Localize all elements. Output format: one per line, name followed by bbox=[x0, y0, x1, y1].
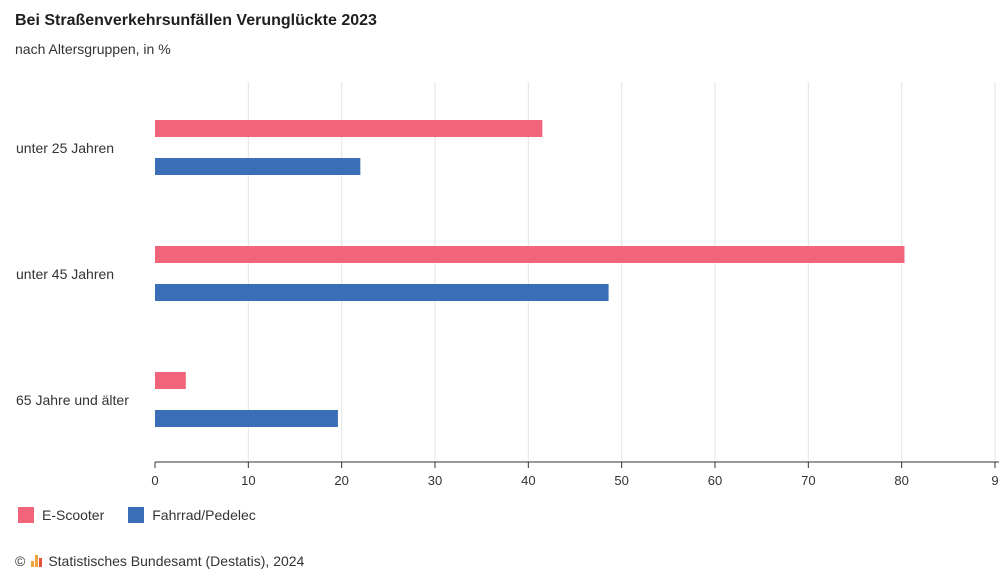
legend-item-fahrrad[interactable]: Fahrrad/Pedelec bbox=[128, 507, 256, 523]
x-tick-label: 20 bbox=[334, 473, 348, 488]
category-label: unter 45 Jahren bbox=[16, 266, 114, 282]
bar bbox=[155, 120, 543, 137]
x-tick-label: 10 bbox=[241, 473, 255, 488]
legend-label-e-scooter: E-Scooter bbox=[42, 507, 105, 523]
bar bbox=[155, 158, 361, 175]
x-tick-label: 80 bbox=[894, 473, 908, 488]
x-tick-label: 9 bbox=[991, 473, 998, 488]
x-tick-label: 60 bbox=[708, 473, 722, 488]
copyright-symbol: © bbox=[15, 553, 26, 569]
bar-chart: unter 25 Jahren unter 45 Jahren 65 Jahre u… bbox=[16, 82, 999, 488]
chart-title: Bei Straßenverkehrsunfällen Verunglückte… bbox=[15, 12, 377, 29]
legend-swatch-fahrrad bbox=[128, 507, 145, 523]
x-tick-label: 0 bbox=[151, 473, 158, 488]
x-tick-label: 40 bbox=[521, 473, 535, 488]
x-tick-label: 50 bbox=[614, 473, 628, 488]
bar bbox=[155, 372, 186, 389]
source-note: © Statistisches Bundesamt (Destatis), 20… bbox=[15, 553, 304, 569]
legend-label-fahrrad: Fahrrad/Pedelec bbox=[152, 507, 256, 523]
source-text: Statistisches Bundesamt (Destatis), 2024 bbox=[48, 553, 305, 569]
category-label: unter 25 Jahren bbox=[16, 140, 114, 156]
category-label: 65 Jahre und älter bbox=[16, 392, 129, 408]
legend-swatch-e-scooter bbox=[18, 507, 34, 523]
x-tick-label: 70 bbox=[801, 473, 815, 488]
destatis-logo-icon bbox=[31, 555, 43, 567]
bar bbox=[155, 284, 609, 301]
legend-item-e-scooter[interactable]: E-Scooter bbox=[18, 507, 104, 523]
legend: E-Scooter Fahrrad/Pedelec bbox=[18, 507, 256, 523]
bar bbox=[155, 410, 338, 427]
bar bbox=[155, 246, 905, 263]
chart-subtitle: nach Altersgruppen, in % bbox=[15, 41, 171, 57]
x-tick-label: 30 bbox=[428, 473, 442, 488]
